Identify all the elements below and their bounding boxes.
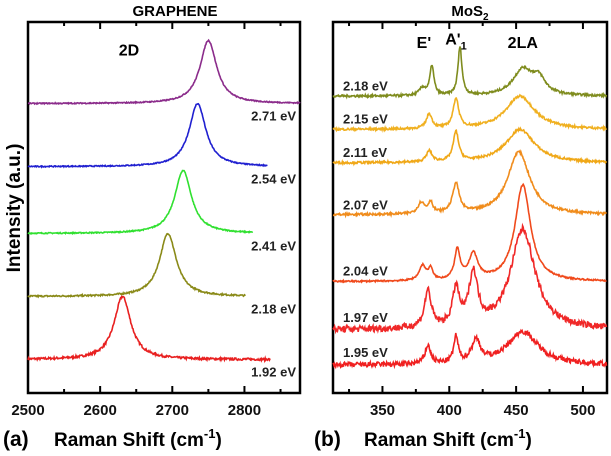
x-tick-label: 500 [570, 402, 595, 419]
x-tick-label: 2800 [228, 402, 261, 419]
series-line-1-92-eV [27, 295, 271, 364]
plot-frame [26, 20, 302, 395]
series-line-2-15-eV [332, 93, 607, 134]
peak-annotation: 2D [119, 42, 139, 59]
series-line-2-41-eV [27, 169, 254, 236]
series-label: 1.95 eV [343, 345, 388, 360]
x-tick-label: 350 [370, 402, 395, 419]
series-line-2-18-eV [332, 46, 608, 100]
panel-a-graphene: GRAPHENE Intensity (a.u.) (a) Raman Shif… [3, 3, 302, 451]
series-line-2-07-eV [332, 149, 607, 219]
series-label: 2.07 eV [343, 197, 388, 212]
series-line-2-71-eV [27, 38, 301, 106]
series-label: 1.92 eV [251, 365, 296, 380]
series-label: 2.04 eV [343, 263, 388, 278]
peak-annotation: 2LA [508, 35, 539, 52]
panel-b-label: (b) [314, 428, 341, 451]
panel-b-title: MoS2 [451, 3, 489, 23]
x-tick-label: 2500 [11, 402, 44, 419]
peak-annotation: E' [417, 35, 431, 52]
y-axis-label: Intensity (a.u.) [4, 144, 25, 273]
panel-b-x-axis-label: Raman Shift (cm-1) [364, 426, 532, 451]
plot-frame [331, 20, 609, 395]
series-line-2-04-eV [332, 182, 607, 284]
x-tick-label: 2600 [83, 402, 116, 419]
series-label: 2.71 eV [251, 109, 296, 124]
panel-b-mos2: MoS2 (b) Raman Shift (cm-1) 350 400 450 500… [314, 3, 609, 451]
series-label: 2.11 eV [343, 145, 387, 160]
series-line-1-97-eV [332, 222, 608, 335]
x-tick-label: 450 [504, 402, 529, 419]
series-label: 2.18 eV [251, 302, 296, 317]
panel-a-title: GRAPHENE [132, 3, 217, 20]
x-tick-label: 400 [437, 402, 462, 419]
series-label: 2.18 eV [343, 79, 388, 94]
x-tick-label: 2700 [156, 402, 189, 419]
series-line-1-95-eV [332, 328, 608, 370]
series-label: 2.15 eV [343, 111, 388, 126]
peak-annotation: A'1 [445, 31, 466, 52]
panel-a-x-axis-label: Raman Shift (cm-1) [54, 426, 222, 451]
panel-a-label: (a) [3, 428, 29, 451]
series-label: 1.97 eV [343, 310, 388, 325]
series-label: 2.54 eV [251, 172, 296, 187]
series-line-2-54-eV [27, 102, 268, 169]
series-line-2-18-eV [27, 232, 246, 299]
series-line-2-11-eV [332, 126, 608, 167]
series-label: 2.41 eV [251, 238, 296, 253]
